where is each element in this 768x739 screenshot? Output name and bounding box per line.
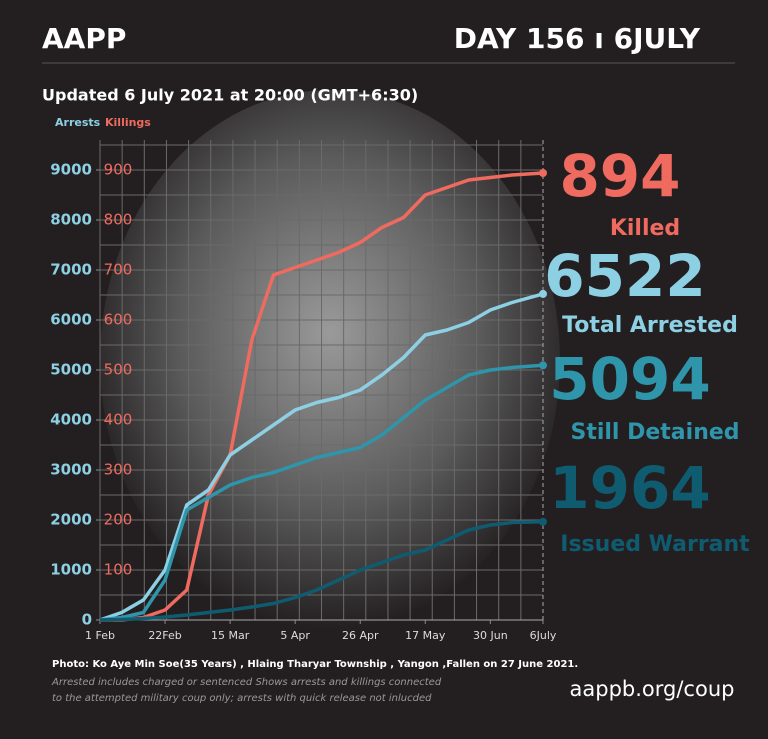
updated: Updated 6 July 2021 at 20:00 (GMT+6:30) — [42, 86, 418, 105]
y2-tick-label: 800 — [104, 211, 133, 229]
y2-tick-label: 700 — [104, 261, 133, 279]
callout-label: Killed — [610, 216, 680, 241]
y-tick-label: 8000 — [50, 211, 92, 229]
x-tick-label: 15 Mar — [211, 629, 250, 642]
x-tick-label: 6July — [530, 629, 557, 642]
x-tick-label: 5 Apr — [280, 629, 310, 642]
portrait-photo — [100, 90, 560, 630]
callout-label: Issued Warrant — [560, 532, 750, 557]
y2-tick-label: 900 — [104, 161, 133, 179]
end-dot — [539, 517, 547, 526]
y-tick-label: 3000 — [50, 461, 92, 479]
y2-tick-label: 100 — [104, 561, 133, 579]
y-tick-label: 4000 — [50, 411, 92, 429]
y-tick-label: 5000 — [50, 361, 92, 379]
day-label: DAY 156 ı 6JULY — [454, 22, 701, 55]
end-dot — [539, 289, 547, 298]
y-axis-title: Arrests — [55, 116, 101, 129]
callout-label: Total Arrested — [562, 313, 738, 338]
end-dot — [539, 361, 547, 370]
callout-value: 6522 — [544, 242, 705, 310]
note-line: to the attempted military coup only; arr… — [52, 693, 432, 704]
x-tick-label: 30 Jun — [473, 629, 508, 642]
x-tick-label: 22Feb — [148, 629, 181, 642]
series-line — [99, 292, 544, 622]
y-tick-label: 6000 — [50, 311, 92, 329]
y2-tick-label: 300 — [104, 461, 133, 479]
series-line — [100, 171, 544, 622]
photo-credit: Photo: Ko Aye Min Soe(35 Years) , Hlaing… — [52, 659, 578, 670]
brand: AAPP — [42, 22, 126, 55]
y-tick-label: 1000 — [50, 561, 92, 579]
plot: 0 1000 2000 3000 4000 5000 6000 7000 8000 9000 100… — [50, 140, 750, 642]
x-tick-label: 17 May — [405, 629, 446, 642]
y2-tick-label: 400 — [104, 411, 133, 429]
callout-value: 894 — [559, 142, 680, 210]
note-line: Arrested includes charged or sentenced S… — [51, 677, 442, 688]
callout-value: 1964 — [549, 454, 710, 522]
y2-tick-label: 600 — [104, 311, 133, 329]
x-tick-label: 1 Feb — [85, 629, 115, 642]
y2-tick-label: 200 — [104, 511, 133, 529]
y-tick-label: 0 — [82, 611, 92, 629]
series-line — [99, 520, 544, 622]
callout-value: 5094 — [549, 345, 710, 413]
y-tick-label: 2000 — [50, 511, 92, 529]
callout-label: Still Detained — [570, 420, 739, 445]
url: aappb.org/coup — [570, 677, 735, 701]
y-tick-label: 9000 — [50, 161, 92, 179]
y2-tick-label: 500 — [104, 361, 133, 379]
y-tick-label: 7000 — [50, 261, 92, 279]
end-dot — [539, 169, 547, 177]
series-line — [99, 363, 544, 622]
x-tick-label: 26 Apr — [342, 629, 379, 642]
y2-axis-title: Killings — [105, 116, 151, 129]
